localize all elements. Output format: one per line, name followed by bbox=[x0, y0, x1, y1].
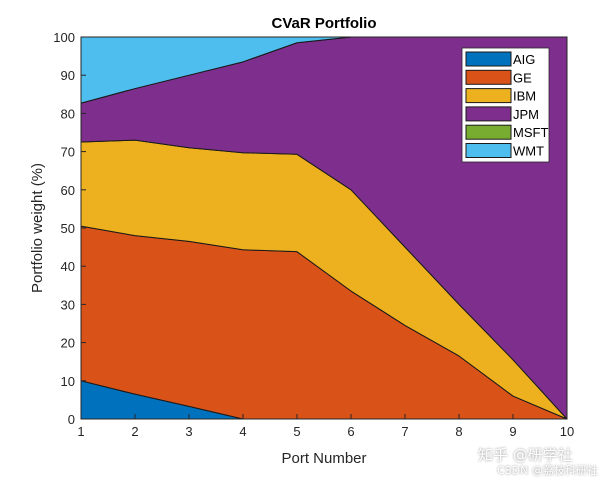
legend-swatch-ibm bbox=[465, 88, 512, 104]
legend-swatch-ge bbox=[465, 69, 512, 85]
legend-label: GE bbox=[513, 70, 532, 85]
y-tick-label: 10 bbox=[61, 374, 75, 389]
y-tick-label: 0 bbox=[68, 412, 75, 427]
y-tick-label: 100 bbox=[53, 30, 75, 45]
x-tick-label: 6 bbox=[347, 424, 354, 439]
legend-swatch-wmt bbox=[465, 143, 512, 158]
watermark-csdn: CSDN @荔枝科研社 bbox=[497, 464, 598, 477]
x-tick-label: 2 bbox=[131, 424, 138, 439]
legend-label: AIG bbox=[513, 52, 535, 67]
legend-label: IBM bbox=[513, 89, 536, 104]
y-tick-label: 90 bbox=[61, 68, 75, 83]
y-tick-label: 20 bbox=[61, 336, 75, 351]
legend-swatch-msft bbox=[465, 124, 512, 140]
chart-title: CVaR Portfolio bbox=[271, 15, 376, 32]
y-tick-label: 70 bbox=[61, 145, 75, 160]
y-axis-label: Portfolio weight (%) bbox=[29, 163, 46, 293]
legend: AIG GE IBM JPM MSFT WMT bbox=[461, 47, 550, 163]
legend-swatch-aig bbox=[465, 51, 512, 67]
y-tick-label: 80 bbox=[61, 106, 75, 121]
watermark-zhihu: 知乎 @研学社 bbox=[478, 446, 573, 464]
x-tick-label: 8 bbox=[455, 424, 462, 439]
x-tick-label: 9 bbox=[509, 424, 516, 439]
x-axis-label: Port Number bbox=[281, 450, 366, 467]
y-tick-label: 60 bbox=[61, 183, 75, 198]
y-tick-label: 50 bbox=[61, 221, 75, 236]
legend-swatch-jpm bbox=[465, 106, 512, 122]
x-tick-label: 7 bbox=[401, 424, 408, 439]
legend-label: JPM bbox=[513, 107, 539, 122]
legend-label: MSFT bbox=[513, 125, 548, 140]
x-tick-label: 10 bbox=[560, 424, 574, 439]
y-tick-label: 40 bbox=[61, 259, 75, 274]
legend-label: WMT bbox=[513, 144, 544, 159]
y-tick-label: 30 bbox=[61, 297, 75, 312]
x-tick-label: 3 bbox=[185, 424, 192, 439]
x-tick-label: 5 bbox=[293, 424, 300, 439]
x-tick-label: 1 bbox=[77, 424, 84, 439]
x-tick-label: 4 bbox=[239, 424, 246, 439]
